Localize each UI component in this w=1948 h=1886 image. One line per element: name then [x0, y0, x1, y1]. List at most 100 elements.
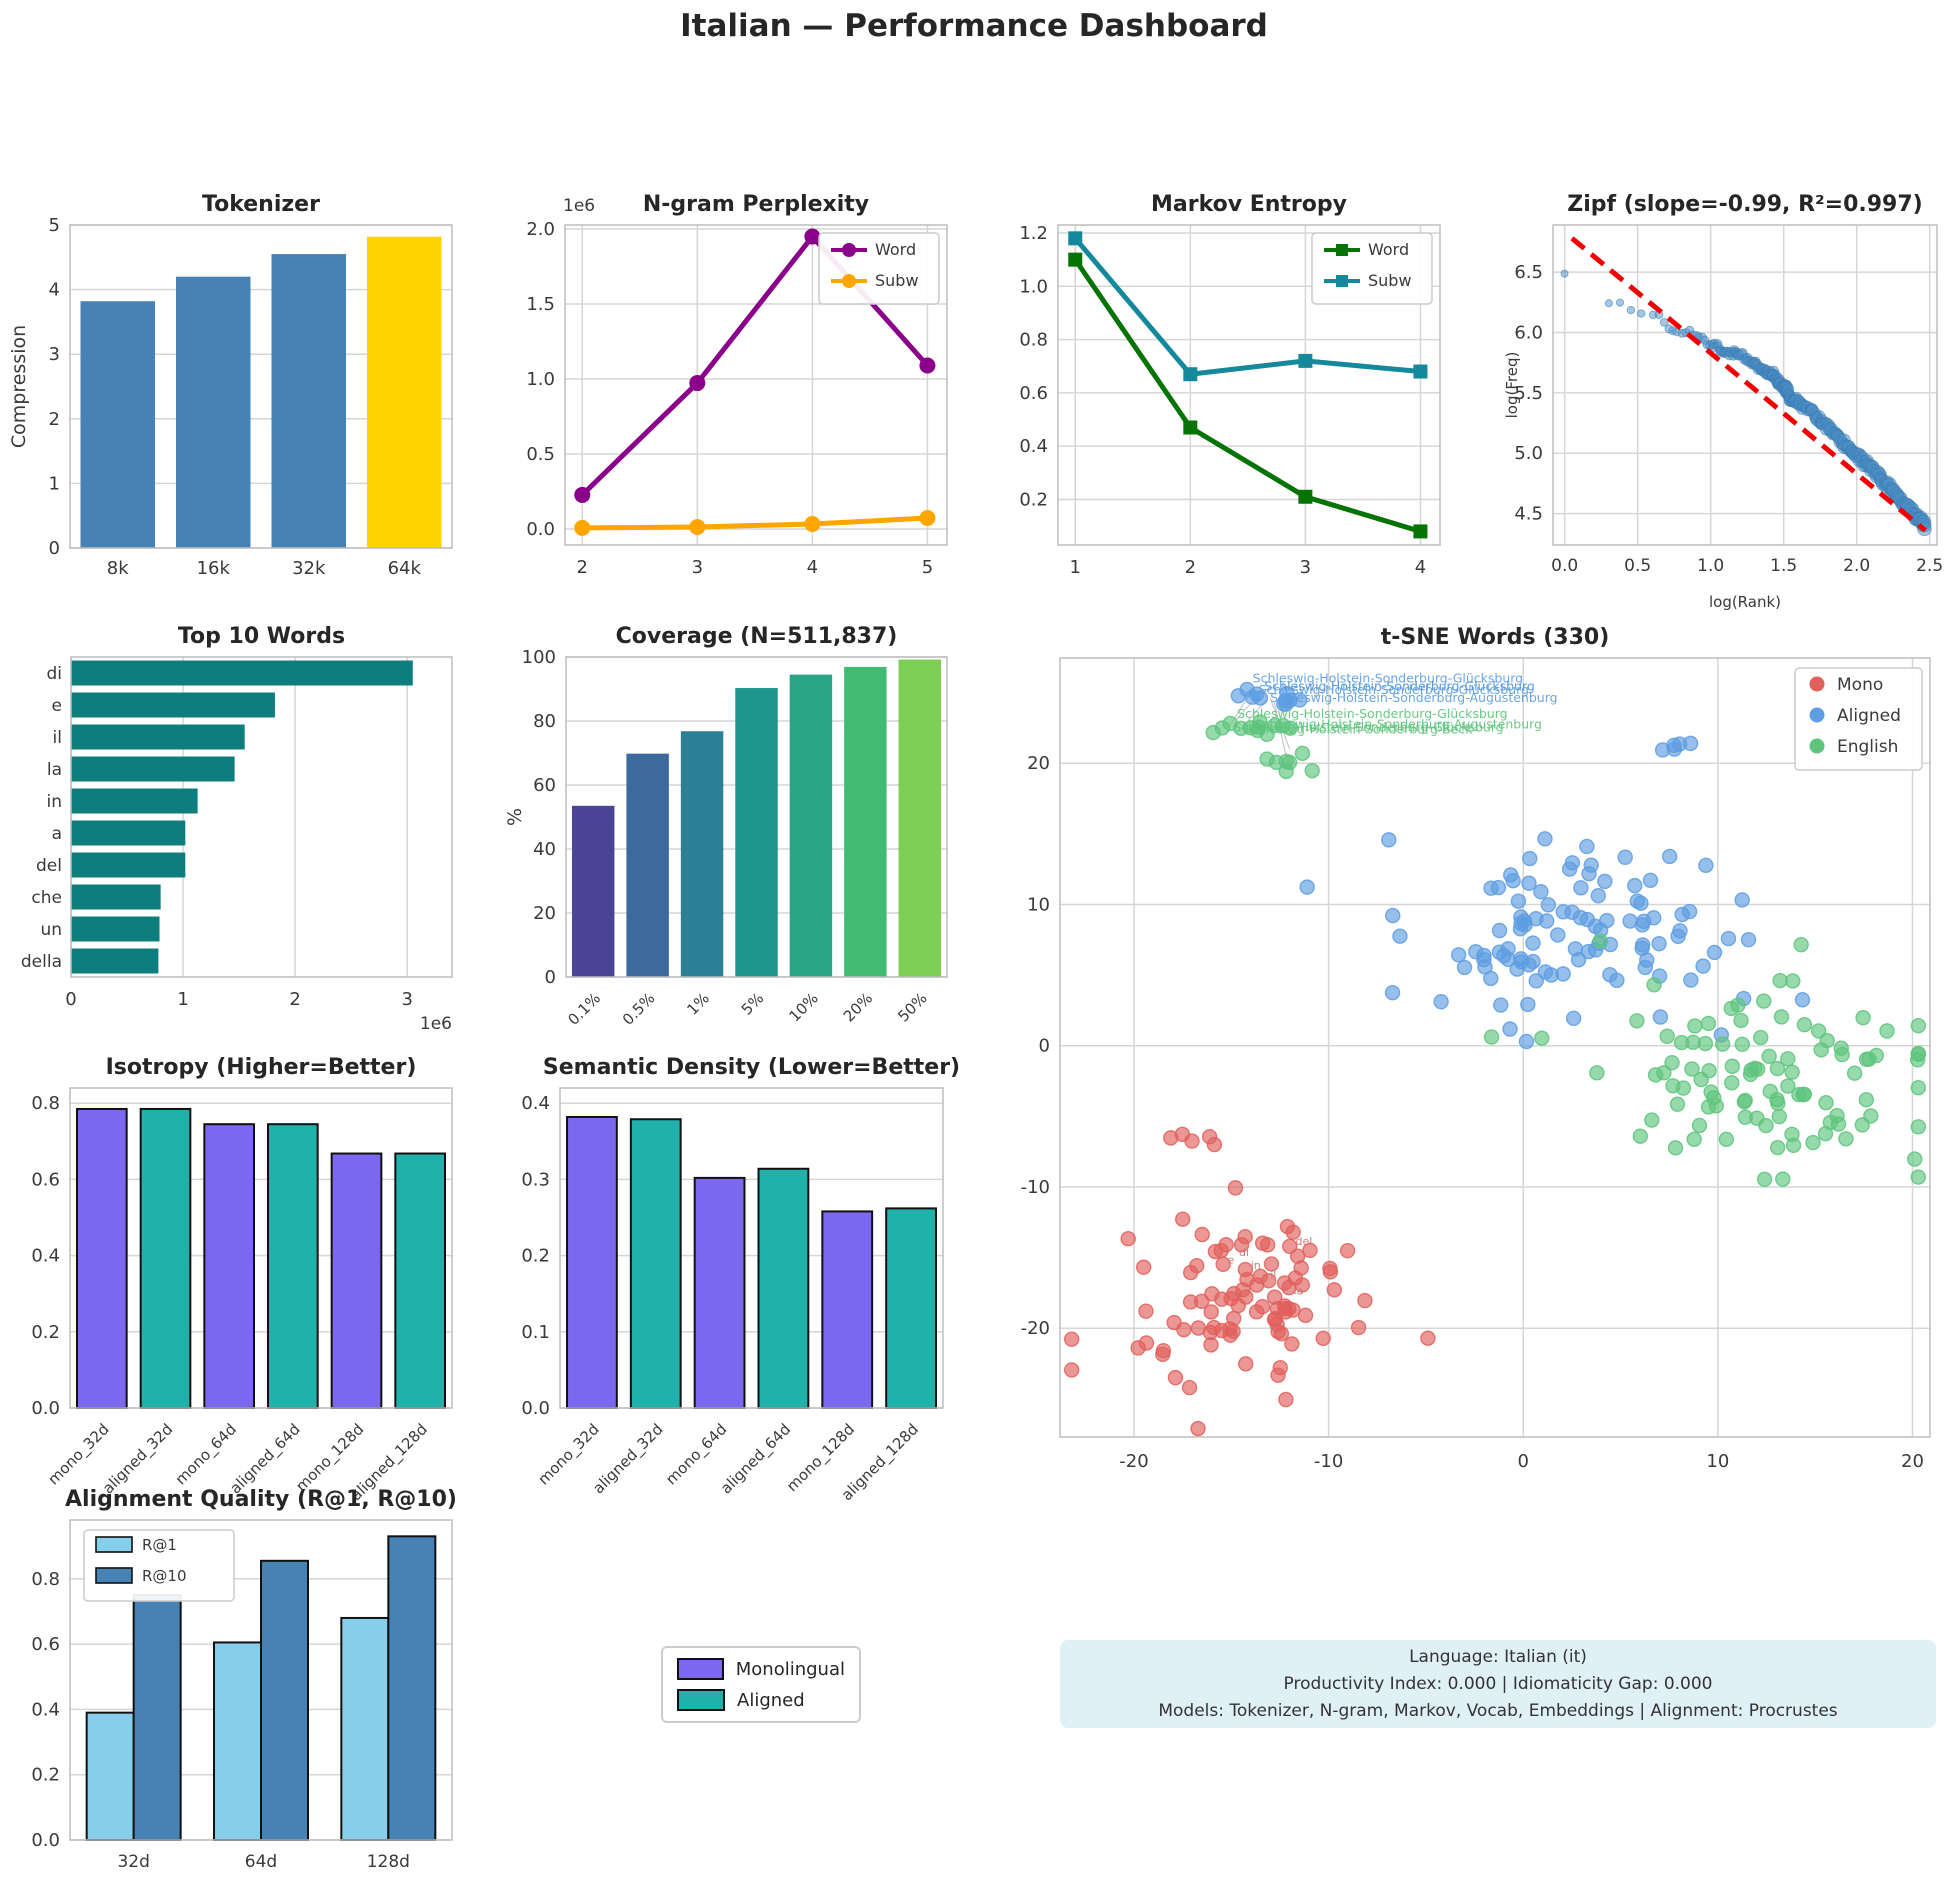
marker — [1298, 489, 1313, 504]
bar-e — [71, 692, 275, 718]
tsne-point — [1723, 1000, 1739, 1017]
tsne-point — [1622, 913, 1638, 929]
bar-10% — [789, 674, 833, 977]
bar-5% — [735, 688, 778, 977]
x-tick-label: 0.0 — [1551, 556, 1578, 576]
tsne-point — [1698, 857, 1714, 874]
embedding-legend: Monolingual Aligned — [661, 1646, 861, 1723]
tsne-point — [1230, 1297, 1246, 1314]
tsne-point — [1833, 1040, 1849, 1056]
tsne-point — [1785, 1137, 1802, 1154]
x-tick-label: 16k — [197, 558, 231, 579]
marker — [1413, 364, 1428, 379]
tsne-point — [1207, 1243, 1224, 1260]
bar-32d-R@10 — [132, 1594, 182, 1842]
tsne-point — [1758, 1117, 1774, 1134]
bar-in — [71, 788, 198, 814]
tsne-point — [1691, 1117, 1708, 1134]
tsne-point — [1182, 1294, 1199, 1310]
legend-label: R@1 — [142, 1536, 177, 1554]
tick-label: 3 — [49, 344, 60, 365]
tsne-point — [1525, 935, 1541, 951]
tsne-point — [1734, 1036, 1750, 1053]
bar-mono_32d — [566, 1115, 618, 1409]
tsne-point — [1817, 1126, 1834, 1142]
tsne-point — [1203, 1304, 1219, 1320]
x-tick-label: mono_64d — [172, 1420, 241, 1489]
tsne-point — [1637, 959, 1653, 976]
marker — [689, 375, 706, 392]
tsne-point — [1609, 972, 1625, 989]
tsne-point — [1235, 1282, 1251, 1298]
y-axis-label: Compression — [8, 325, 30, 448]
tsne-point — [1225, 1323, 1241, 1340]
x-tick-label: 3 — [692, 557, 703, 578]
tsne-point — [1533, 884, 1549, 900]
tsne-point — [1277, 1298, 1293, 1314]
tsne-point — [1289, 1248, 1306, 1264]
tsne-point — [1205, 724, 1221, 741]
x-tick-label: 20 — [1901, 1451, 1924, 1472]
y-tick-label: di — [46, 664, 62, 684]
tsne-point — [1854, 1117, 1870, 1133]
tick-label: 2 — [49, 409, 60, 430]
chart-density: Semantic Density (Lower=Better) 0.0 0.1 0.2… — [521, 1055, 960, 1505]
y-tick-label: un — [40, 920, 62, 940]
tsne-point — [1907, 1151, 1923, 1167]
tsne-point — [1675, 1080, 1692, 1096]
tsne-point — [1174, 1126, 1191, 1143]
chart-title: Top 10 Words — [178, 624, 345, 649]
x-tick-label: 0.5 — [1624, 556, 1651, 576]
tsne-point — [1718, 1131, 1735, 1148]
cluster-english-main — [1483, 933, 1927, 1187]
bar-0.5% — [626, 753, 669, 977]
tsne-point — [1468, 943, 1484, 960]
tsne-point — [1720, 930, 1737, 947]
bar-64k — [367, 236, 442, 549]
x-tick-label: 5 — [922, 557, 933, 578]
tsne-point — [1819, 1032, 1835, 1049]
tsne-point — [1528, 973, 1544, 989]
bar-mono_64d — [203, 1123, 255, 1409]
y-tick-label: la — [47, 760, 62, 780]
tsne-point — [1550, 927, 1566, 943]
chart-title: Zipf (slope=-0.99, R²=0.997) — [1567, 192, 1922, 217]
legend-item-aligned: Aligned — [677, 1689, 845, 1711]
x-tick-label: 0 — [65, 989, 76, 1010]
tsne-word-label: e — [1227, 1253, 1234, 1266]
tsne-point — [1490, 879, 1507, 896]
tsne-point — [1667, 1140, 1684, 1156]
marker — [1183, 420, 1198, 435]
bar-128d-R@1 — [340, 1616, 390, 1842]
tsne-point — [1656, 1065, 1672, 1081]
tsne-point — [1433, 994, 1449, 1010]
tsne-point — [1818, 1095, 1834, 1111]
tsne-point — [1520, 996, 1536, 1013]
x-tick-label: 1 — [177, 989, 188, 1010]
tsne-point — [1493, 997, 1509, 1013]
tsne-point — [1282, 720, 1298, 736]
tick-label: 1 — [49, 473, 60, 494]
tsne-point — [1629, 893, 1646, 909]
tsne-word-label: di — [1239, 1246, 1249, 1259]
bar-mono_32d — [76, 1107, 128, 1409]
tsne-point — [1793, 936, 1809, 953]
tsne-point — [1203, 1337, 1219, 1353]
tsne-point — [1138, 1303, 1154, 1319]
tsne-point — [1204, 1286, 1220, 1302]
tsne-point — [1910, 1080, 1927, 1096]
tsne-point — [1642, 872, 1659, 889]
chart-title: Markov Entropy — [1151, 192, 1347, 217]
tick-label: 1.2 — [1019, 223, 1048, 244]
bar-aligned_32d — [629, 1118, 682, 1409]
x-tick-label: 4 — [1415, 557, 1426, 578]
tsne-point — [1385, 907, 1401, 924]
tsne-point — [1769, 1060, 1786, 1077]
x-tick-label: 1% — [683, 989, 713, 1019]
bar-0.1% — [571, 805, 615, 977]
tsne-point — [1350, 1319, 1367, 1336]
tsne-point — [1617, 849, 1633, 865]
bar-di — [71, 660, 413, 686]
series-line-Word — [1073, 258, 1422, 534]
